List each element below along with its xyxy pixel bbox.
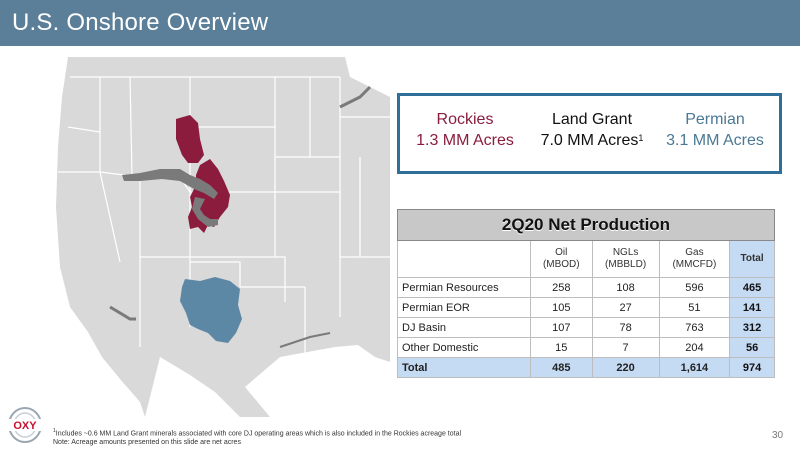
empty-header-cell: [397, 240, 531, 278]
rockies-acreage-north: [176, 115, 204, 163]
cell-ngl: 27: [591, 297, 660, 318]
permian-value: 3.1 MM Acres: [666, 132, 764, 149]
canada-area: [345, 57, 390, 97]
table-row: Permian Resources 258 108 596 465: [397, 277, 775, 298]
land-grant-footnote-marker: 1: [638, 133, 644, 143]
permian-acreage: [180, 277, 242, 343]
row-label: DJ Basin: [397, 317, 531, 338]
table-caption: 2Q20 Net Production: [397, 209, 775, 241]
rockies-name: Rockies: [436, 111, 494, 128]
column-header-row: Oil (MBOD) NGLs (MBBLD) Gas (MMCFD) Total: [397, 240, 775, 278]
cell-total: 312: [729, 317, 775, 338]
cell-ngl: 7: [591, 337, 660, 358]
slide-header: U.S. Onshore Overview: [0, 0, 800, 46]
land-grant-name: Land Grant: [551, 111, 633, 128]
rockies-value: 1.3 MM Acres: [416, 132, 514, 149]
cell-ngl: 78: [591, 317, 660, 338]
total-gas: 1,614: [658, 357, 731, 378]
total-total: 974: [729, 357, 775, 378]
total-oil: 485: [530, 357, 593, 378]
acreage-summary-box: Rockies 1.3 MM Acres Land Grant 7.0 MM A…: [397, 93, 782, 174]
cell-total: 56: [729, 337, 775, 358]
cell-gas: 51: [658, 297, 731, 318]
row-label: Other Domestic: [397, 337, 531, 358]
table-row: DJ Basin 107 78 763 312: [397, 317, 775, 338]
col-total: Total: [729, 240, 775, 278]
cell-total: 141: [729, 297, 775, 318]
permian-name: Permian: [685, 111, 745, 128]
table-row: Other Domestic 15 7 204 56: [397, 337, 775, 358]
svg-text:OXY: OXY: [13, 420, 37, 432]
gulf-of-mexico: [245, 345, 390, 417]
mexico-area: [40, 332, 145, 417]
footnote-line-2: Note: Acreage amounts presented on this …: [53, 439, 241, 447]
row-label: Permian EOR: [397, 297, 531, 318]
total-ngl: 220: [591, 357, 660, 378]
row-label: Permian Resources: [397, 277, 531, 298]
cell-oil: 107: [530, 317, 593, 338]
net-production-table: 2Q20 Net Production Oil (MBOD) NGLs (MBBLD…: [397, 209, 775, 378]
cell-oil: 258: [530, 277, 593, 298]
land-grant-value: 7.0 MM Acres: [540, 132, 639, 149]
land-grant-acreage: [122, 169, 218, 199]
coast-line-2: [279, 332, 331, 348]
cell-total: 465: [729, 277, 775, 298]
land-grant-value-line: 7.0 MM Acres1: [533, 130, 651, 151]
cell-ngl: 108: [591, 277, 660, 298]
mexico-south: [145, 357, 240, 417]
land-grant-acreage-2: [192, 197, 218, 227]
great-lakes-hint: [339, 85, 372, 109]
table-row: Permian EOR 105 27 51 141: [397, 297, 775, 318]
cell-oil: 15: [530, 337, 593, 358]
cell-gas: 204: [658, 337, 731, 358]
footnote-line-1: 1Includes ~0.6 MM Land Grant minerals as…: [53, 428, 462, 438]
footnote: 1Includes ~0.6 MM Land Grant minerals as…: [53, 427, 461, 447]
state-borders: [58, 76, 390, 357]
col-ngls: NGLs (MBBLD): [591, 240, 660, 278]
pacific-ocean: [40, 57, 88, 332]
coast-line-1: [109, 305, 136, 321]
cell-oil: 105: [530, 297, 593, 318]
page-number: 30: [772, 430, 784, 441]
col-oil: Oil (MBOD): [530, 240, 593, 278]
col-gas: Gas (MMCFD): [658, 240, 731, 278]
oxy-logo: OXY: [7, 407, 43, 443]
rockies-acreage-label: Rockies 1.3 MM Acres: [410, 109, 520, 151]
slide-title: U.S. Onshore Overview: [12, 9, 269, 36]
permian-acreage-label: Permian 3.1 MM Acres: [660, 109, 770, 151]
cell-gas: 763: [658, 317, 731, 338]
land-grant-acreage-label: Land Grant 7.0 MM Acres1: [533, 109, 651, 151]
cell-gas: 596: [658, 277, 731, 298]
total-label: Total: [397, 357, 531, 378]
us-map: [40, 57, 390, 417]
total-row: Total 485 220 1,614 974: [397, 357, 775, 378]
footnote-marker: 1: [53, 428, 56, 434]
